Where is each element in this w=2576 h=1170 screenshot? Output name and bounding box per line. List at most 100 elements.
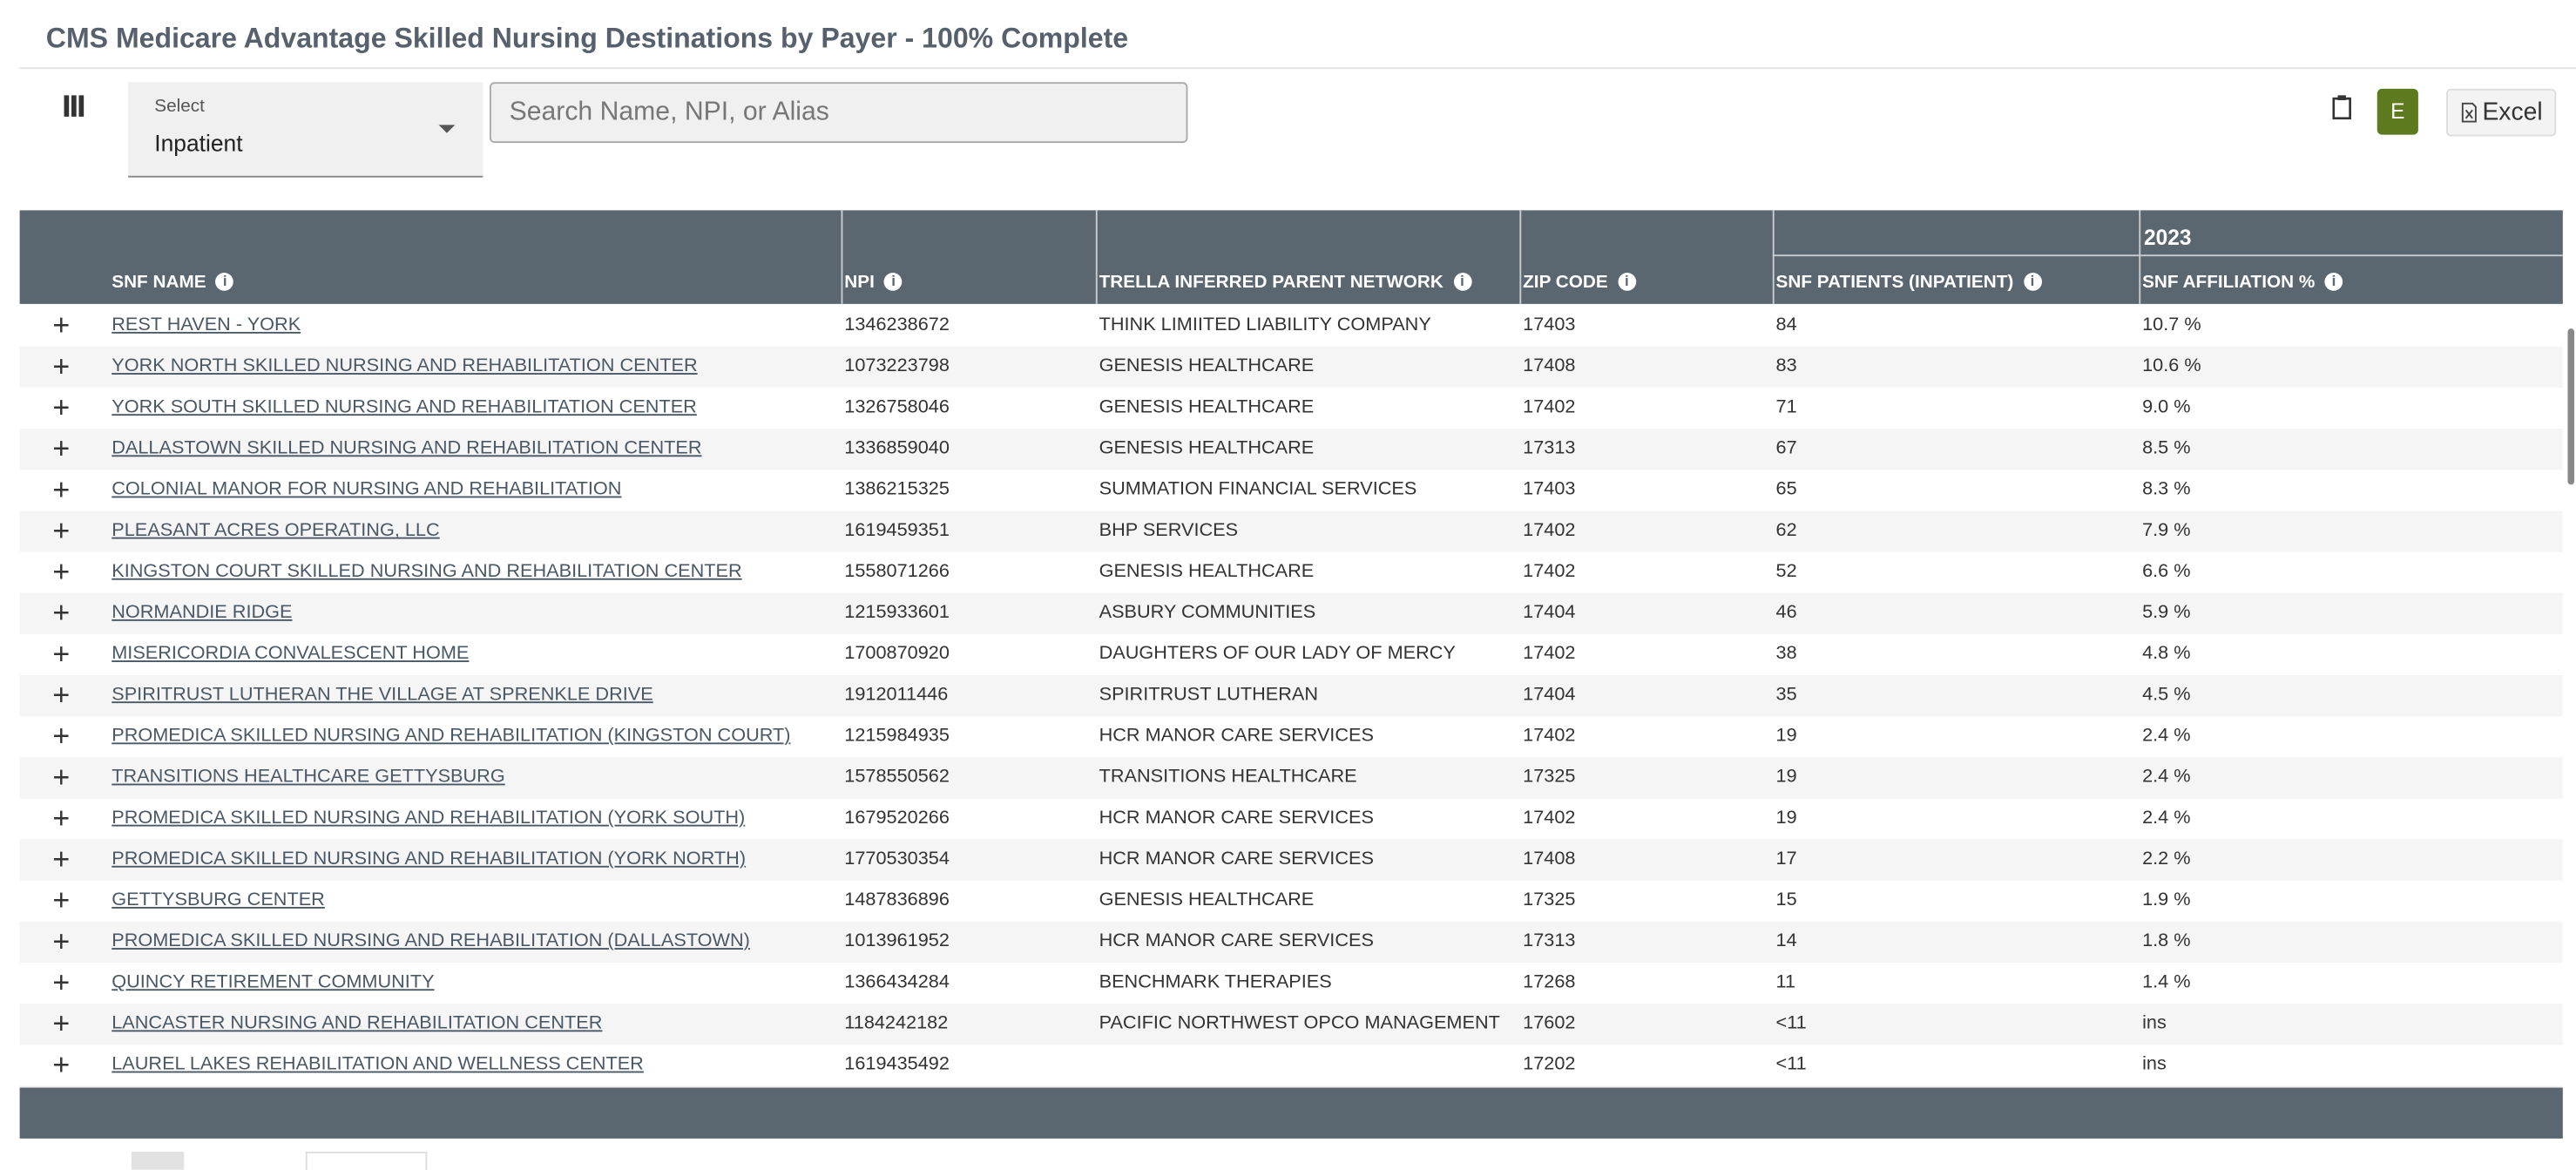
table-row: + PROMEDICA SKILLED NURSING AND REHABILIT… [19,798,2563,842]
parent-network: GENESIS HEALTHCARE [1099,438,1315,459]
search-input[interactable]: Search Name, NPI, or Alias [489,82,1188,144]
affiliation-pct: 6.6 % [2142,561,2191,582]
snf-patients: 38 [1775,644,1797,664]
table-row: + SPIRITRUST LUTHERAN THE VILLAGE AT SPRE… [19,675,2563,719]
expand-button[interactable]: + [52,1048,71,1081]
affiliation-pct: 7.9 % [2142,520,2191,541]
snf-name[interactable]: COLONIAL MANOR FOR NURSING AND REHABILIT… [112,479,622,500]
info-icon[interactable]: i [215,273,234,291]
info-icon[interactable]: i [2023,273,2042,291]
table-row: + TRANSITIONS HEALTHCARE GETTYSBURG 157855… [19,757,2563,801]
parent-network: TRANSITIONS HEALTHCARE [1099,767,1357,788]
snf-name[interactable]: LANCASTER NURSING AND REHABILITATION CEN… [112,1013,603,1034]
table-header [19,210,2563,304]
snf-name[interactable]: DALLASTOWN SKILLED NURSING AND REHABILIT… [112,438,702,459]
expand-button[interactable]: + [52,555,71,589]
zip-code: 17325 [1523,890,1576,910]
snf-patients: 52 [1775,561,1797,582]
npi: 1215984935 [844,726,950,747]
parent-network: HCR MANOR CARE SERVICES [1099,849,1374,869]
npi: 1619435492 [844,1054,950,1075]
table-row: + KINGSTON COURT SKILLED NURSING AND REHA… [19,551,2563,595]
column-header[interactable]: SNF NAME i [112,273,234,293]
affiliation-pct: 1.8 % [2142,931,2191,951]
column-header[interactable]: SNF PATIENTS (INPATIENT) i [1776,273,2042,293]
snf-name[interactable]: PROMEDICA SKILLED NURSING AND REHABILITA… [112,808,746,828]
column-header[interactable]: ZIP CODE i [1523,273,1636,293]
expand-button[interactable]: + [52,473,71,506]
expand-button[interactable]: + [52,637,71,671]
snf-name[interactable]: MISERICORDIA CONVALESCENT HOME [112,644,470,664]
npi: 1679520266 [844,808,950,828]
affiliation-pct: 4.5 % [2142,685,2191,706]
snf-name[interactable]: PROMEDICA SKILLED NURSING AND REHABILITA… [112,726,791,747]
expand-button[interactable]: + [52,924,71,958]
select-box[interactable]: Select Inpatient [128,82,483,178]
parent-network: BHP SERVICES [1099,520,1239,541]
npi: 1013961952 [844,931,950,951]
zip-code: 17402 [1523,726,1576,747]
info-icon[interactable]: i [2324,273,2343,291]
snf-patients: 84 [1775,315,1797,335]
clipboard-icon[interactable] [2331,93,2353,120]
snf-name[interactable]: NORMANDIE RIDGE [112,603,293,623]
affiliation-pct: 4.8 % [2142,644,2191,664]
info-icon[interactable]: i [884,273,903,291]
column-header[interactable]: SNF AFFILIATION % i [2142,273,2343,293]
expand-button[interactable]: + [52,719,71,753]
snf-patients: 67 [1775,438,1797,459]
info-icon[interactable]: i [1618,273,1636,291]
expand-button[interactable]: + [52,308,71,342]
expand-button[interactable]: + [52,1006,71,1040]
affiliation-pct: 8.5 % [2142,438,2191,459]
column-header[interactable]: TRELLA INFERRED PARENT NETWORK i [1099,273,1471,293]
snf-name[interactable]: PROMEDICA SKILLED NURSING AND REHABILITA… [112,849,747,869]
affiliation-pct: 2.4 % [2142,726,2191,747]
snf-name[interactable]: QUINCY RETIREMENT COMMUNITY [112,972,435,993]
expand-button[interactable]: + [52,349,71,383]
snf-name[interactable]: PROMEDICA SKILLED NURSING AND REHABILITA… [112,931,750,951]
columns-icon[interactable] [63,93,85,118]
table-row: + MISERICORDIA CONVALESCENT HOME 170087092… [19,633,2563,677]
parent-network: GENESIS HEALTHCARE [1099,561,1315,582]
parent-network: ASBURY COMMUNITIES [1099,603,1316,623]
page-button[interactable] [131,1151,185,1170]
snf-patients: 83 [1775,356,1797,376]
snf-name[interactable]: YORK NORTH SKILLED NURSING AND REHABILIT… [112,356,698,376]
search-placeholder: Search Name, NPI, or Alias [509,98,829,127]
table-footer [19,1087,2563,1139]
expand-button[interactable]: + [52,761,71,794]
column-header-text: NPI [844,273,875,293]
expand-button[interactable]: + [52,390,71,424]
snf-name[interactable]: LAUREL LAKES REHABILITATION AND WELLNESS… [112,1054,644,1075]
dropdown-arrow [438,125,456,133]
snf-name[interactable]: TRANSITIONS HEALTHCARE GETTYSBURG [112,767,505,788]
snf-name[interactable]: KINGSTON COURT SKILLED NURSING AND REHAB… [112,561,742,582]
info-icon[interactable]: i [1453,273,1471,291]
user-avatar[interactable]: E [2377,88,2418,135]
npi: 1326758046 [844,397,950,417]
snf-name[interactable]: YORK SOUTH SKILLED NURSING AND REHABILIT… [112,397,697,417]
expand-button[interactable]: + [52,514,71,547]
expand-button[interactable]: + [52,678,71,712]
snf-patients: 62 [1775,520,1797,541]
snf-name[interactable]: REST HAVEN - YORK [112,315,301,335]
snf-name[interactable]: GETTYSBURG CENTER [112,890,325,910]
expand-button[interactable]: + [52,842,71,876]
column-header[interactable]: NPI i [844,273,903,293]
expand-button[interactable]: + [52,883,71,917]
table-row: + REST HAVEN - YORK 1346238672 THINK LIMIIT… [19,305,2563,348]
snf-name[interactable]: PLEASANT ACRES OPERATING, LLC [112,520,440,541]
select-label: Select [154,97,205,117]
snf-name[interactable]: SPIRITRUST LUTHERAN THE VILLAGE AT SPREN… [112,685,653,706]
expand-button[interactable]: + [52,431,71,465]
table-row: + PROMEDICA SKILLED NURSING AND REHABILIT… [19,921,2563,964]
expand-button[interactable]: + [52,965,71,999]
zip-code: 17602 [1523,1013,1576,1034]
expand-button[interactable]: + [52,801,71,835]
zip-code: 17325 [1523,767,1576,788]
column-header-text: SNF AFFILIATION % [2142,273,2316,293]
expand-button[interactable]: + [52,596,71,630]
excel-button[interactable]: Excel [2445,88,2557,137]
page-size[interactable] [305,1151,428,1170]
